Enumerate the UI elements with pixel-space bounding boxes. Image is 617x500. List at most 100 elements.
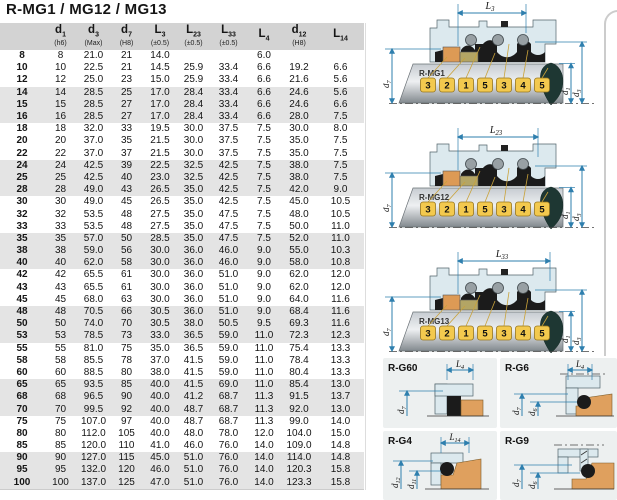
cell-L14: 11.6 [331, 306, 350, 318]
cell-d12: 50.0 [289, 220, 309, 232]
cell-d3: 28.5 [83, 111, 104, 123]
cell-L14: 12.0 [330, 281, 351, 293]
table-row: 38 38 59.0 56 30.0 36.0 46.0 9.0 55.0 10… [0, 245, 364, 258]
cell-d3: 68.0 [83, 293, 104, 305]
cell-L33: 51.0 [218, 293, 239, 305]
cell-d1: 40 [54, 257, 67, 269]
cell-L23 [177, 50, 210, 62]
table-row: 85 85 120.0 110 41.0 46.0 76.0 14.0 109.… [0, 440, 364, 452]
cell-size: 55 [16, 342, 28, 354]
part-tag: 1 [458, 325, 474, 341]
svg-text:3: 3 [501, 205, 506, 216]
cell-d12: 21.6 [289, 74, 309, 86]
table-row: 40 40 62.0 58 30.0 36.0 46.0 9.0 58.0 10… [0, 257, 364, 270]
cell-d3: 49.0 [83, 184, 104, 196]
cell-d3: 22.5 [83, 62, 104, 74]
cell-L23: 35.0 [183, 220, 204, 232]
table-row: 18 18 32.0 33 19.5 30.0 37.5 7.5 30.0 8.… [0, 123, 364, 135]
cell-L33: 42.5 [218, 159, 239, 171]
d7-dimension-label: d7 [396, 406, 408, 415]
length-dimension-label: L3 [485, 1, 496, 13]
leader-line [503, 43, 510, 79]
cell-d7: 105 [118, 427, 135, 439]
cell-L4: 11.0 [254, 342, 274, 354]
cell-L3: 23.0 [150, 171, 170, 183]
cell-L4: 7.5 [257, 147, 271, 159]
cell-size: 53 [16, 330, 28, 342]
table-row: 14 14 28.5 25 17.0 28.4 33.4 6.6 24.6 5.… [0, 86, 364, 99]
leader-line [446, 57, 466, 79]
cell-d1: 24 [54, 159, 67, 171]
part-tag: 4 [515, 201, 531, 217]
cell-L3: 40.0 [150, 379, 170, 391]
cell-L4: 11.0 [254, 330, 274, 342]
cell-d3: 37.0 [83, 135, 104, 147]
cell-L14: 10.5 [330, 196, 351, 208]
cell-d12: 123.3 [286, 476, 312, 488]
cell-L33: 76.0 [218, 440, 239, 452]
svg-text:5: 5 [482, 329, 488, 340]
cell-d1: 85 [54, 440, 67, 452]
cell-size: 30 [16, 196, 28, 208]
cell-d12: 85.4 [289, 379, 309, 391]
cell-L33: 37.5 [218, 147, 239, 159]
cell-d1: 53 [54, 330, 67, 342]
cell-d1: 38 [54, 245, 67, 257]
cell-L33: 33.4 [218, 86, 239, 98]
cell-d7: 120 [118, 464, 135, 476]
cell-L33: 76.0 [218, 476, 239, 488]
cell-L14: 9.0 [333, 184, 348, 196]
cell-L23: 28.4 [183, 86, 204, 98]
cell-L23: 51.0 [183, 476, 204, 488]
cell-size: 75 [16, 415, 28, 427]
cell-L4: 12.0 [254, 427, 274, 439]
diagram-label: R-MG12 [419, 193, 450, 202]
svg-text:5: 5 [482, 81, 488, 92]
cell-L23: 41.5 [183, 379, 204, 391]
cell-L4: 14.0 [254, 452, 274, 464]
table-row: 16 16 28.5 27 17.0 28.4 33.4 6.6 28.0 7.… [0, 110, 364, 124]
cell-L3: 30.5 [150, 306, 170, 318]
table-row: 55 55 81.0 75 35.0 36.5 59.0 11.0 75.4 1… [0, 343, 364, 355]
cell-L3: 30.0 [150, 257, 170, 269]
cell-d7: 70 [120, 318, 133, 330]
cell-d1: 100 [52, 476, 69, 488]
cell-L14: 5.6 [333, 74, 348, 86]
cell-L33: 46.0 [218, 257, 239, 269]
diagram-label: R-G4 [388, 436, 412, 447]
cell-L33: 68.7 [218, 415, 239, 427]
drive-collar-shape [435, 174, 443, 186]
cell-L4: 7.5 [257, 184, 271, 196]
cell-L3: 26.5 [150, 196, 170, 208]
table-row: 75 75 107.0 97 40.0 48.7 68.7 11.3 99.0 … [0, 416, 364, 428]
ring-olive-shape [459, 175, 479, 187]
d3-dimension-label: d3 [571, 213, 583, 221]
cell-L14: 14.8 [330, 452, 351, 464]
leader-line [503, 167, 510, 203]
table-row: 24 24 42.5 39 22.5 32.5 42.5 7.5 38.0 7.… [0, 159, 364, 172]
cell-size: 48 [16, 306, 28, 318]
cell-d1: 75 [54, 415, 67, 427]
leader-line [446, 181, 466, 203]
cell-L33: 51.0 [218, 306, 239, 318]
table-row: 33 33 53.5 48 27.5 35.0 47.5 7.5 50.0 11… [0, 221, 364, 233]
cell-L23: 36.0 [183, 257, 204, 269]
cell-L4: 7.5 [257, 123, 271, 135]
cell-d3: 25.0 [83, 74, 104, 86]
svg-text:2: 2 [444, 329, 449, 340]
cell-d3: 37.0 [83, 147, 104, 159]
cell-L4: 14.0 [254, 476, 274, 488]
cell-size: 95 [16, 464, 28, 476]
cell-L14: 15.0 [330, 427, 351, 439]
table-row: 95 95 132.0 120 46.0 51.0 76.0 14.0 120.… [0, 464, 364, 477]
cell-L33: 76.0 [218, 464, 239, 476]
cell-L4: 6.6 [257, 98, 271, 110]
cell-L4: 14.0 [254, 440, 274, 452]
cell-d3: 28.5 [83, 98, 104, 110]
leader-line [427, 304, 448, 327]
cell-d1: 32 [54, 208, 67, 220]
cell-L33: 37.5 [218, 123, 239, 135]
leader-line [465, 170, 481, 203]
column-tolerance: (±0.5) [184, 40, 203, 48]
cell-L3: 30.0 [150, 269, 170, 281]
